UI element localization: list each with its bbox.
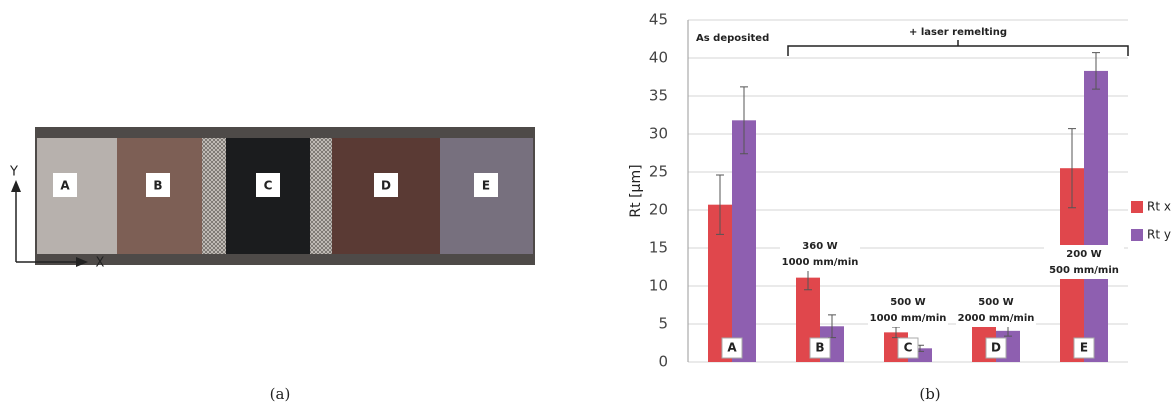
group-label: As deposited: [696, 33, 769, 44]
photo-label: D: [381, 179, 391, 193]
photo-label: B: [153, 179, 162, 193]
annotation: 500 W: [890, 297, 925, 308]
axis-label: X: [96, 256, 105, 271]
x-tick-label: D: [991, 341, 1001, 355]
photo: Y X (a): [9, 127, 535, 403]
y-tick-label: 5: [658, 315, 668, 333]
bracket: [788, 40, 1128, 56]
legend-label: Rt x: [1147, 200, 1171, 214]
photo-label: C: [264, 179, 273, 193]
photo-label: E: [482, 179, 490, 193]
y-axis-label: Rt [µm]: [628, 164, 644, 217]
annotation: 2000 mm/min: [958, 313, 1035, 324]
legend-swatch: [1131, 201, 1143, 213]
mesh: [310, 138, 332, 254]
legend-label: Rt y: [1147, 228, 1171, 242]
y-tick-label: 20: [649, 201, 668, 219]
x-tick-label: C: [904, 341, 913, 355]
figure: Y X (a) A B C D E 0 5 10 15 20 25 30 35 40 45 Rt [µm] A B…: [0, 0, 1171, 407]
y-tick-label: 10: [649, 277, 668, 295]
annotation: 1000 mm/min: [782, 257, 859, 268]
axis-label: Y: [9, 165, 18, 180]
y-tick-label: 40: [649, 49, 668, 67]
y-tick-label: 45: [649, 11, 668, 29]
y-tick-label: 15: [649, 239, 668, 257]
y-tick-label: 30: [649, 125, 668, 143]
bar: [732, 120, 756, 362]
x-tick-label: B: [815, 341, 824, 355]
y-tick-label: 0: [658, 353, 668, 371]
caption: (b): [919, 385, 940, 403]
annotation: 360 W: [802, 241, 837, 252]
annotation: 500 mm/min: [1049, 265, 1119, 276]
mesh: [202, 138, 226, 254]
y-tick-label: 35: [649, 87, 668, 105]
caption: (a): [270, 385, 291, 403]
annotation: 500 W: [978, 297, 1013, 308]
y-tick-label: 25: [649, 163, 668, 181]
x-tick-label: E: [1080, 341, 1088, 355]
legend-swatch: [1131, 229, 1143, 241]
photo-label: A: [60, 179, 70, 193]
annotation: 200 W: [1066, 249, 1101, 260]
bar: [1084, 71, 1108, 362]
annotation: 1000 mm/min: [870, 313, 947, 324]
x-tick-label: A: [727, 341, 737, 355]
group-label: + laser remelting: [909, 27, 1007, 38]
arrowhead: [11, 180, 21, 192]
